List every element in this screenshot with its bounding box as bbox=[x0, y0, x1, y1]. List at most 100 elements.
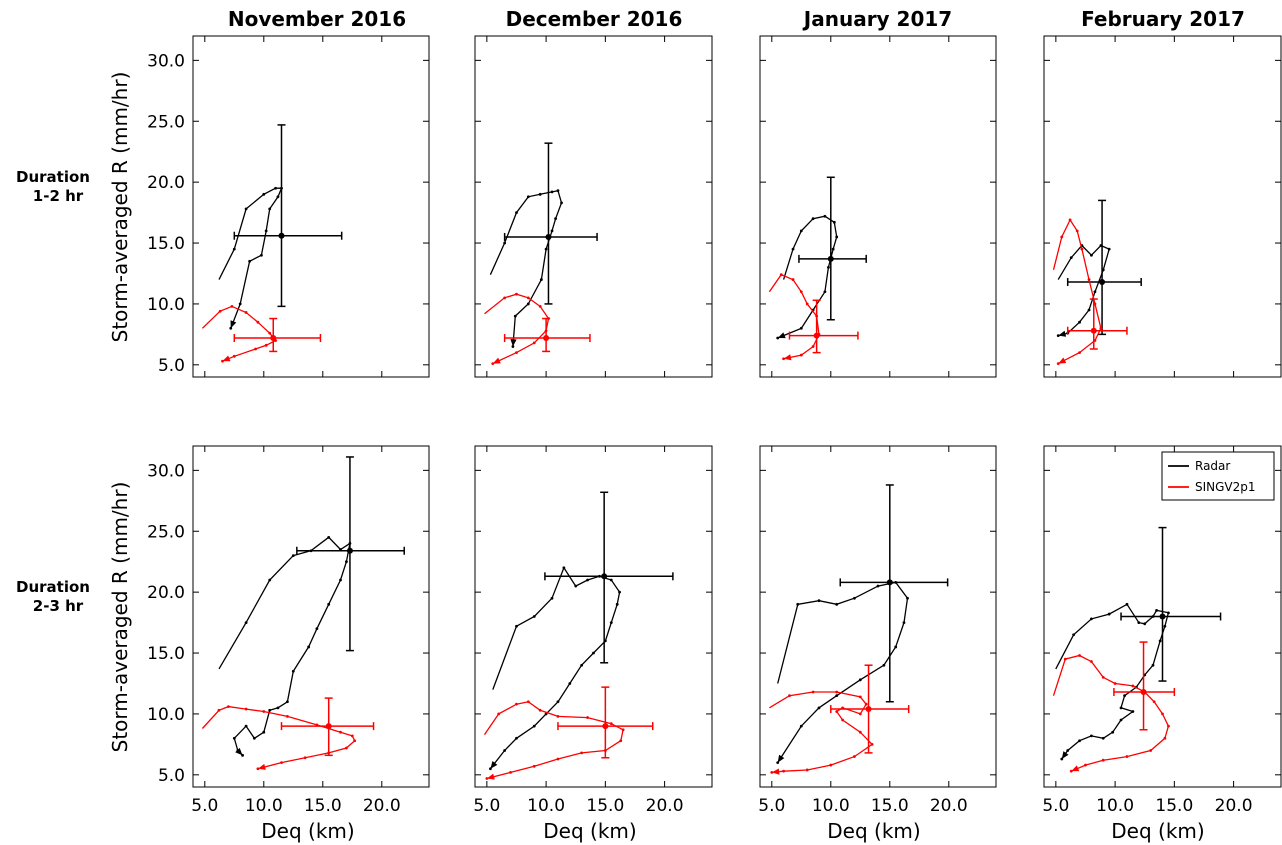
mean-marker-singv bbox=[270, 335, 277, 342]
arrow-head-singv bbox=[486, 773, 495, 780]
data-point-radar bbox=[232, 736, 236, 740]
data-point-radar bbox=[1163, 624, 1167, 628]
series-line-radar bbox=[218, 536, 351, 756]
data-point-radar bbox=[858, 678, 862, 682]
panels: 5.0 10.0 15.0 20.0 25.0 30.0 5.0 10.0 15.0 20.0 25… bbox=[147, 35, 1282, 816]
legend-label-singv: SINGV2p1 bbox=[1195, 480, 1256, 494]
mean-marker-radar bbox=[278, 232, 285, 239]
y-tick-label: 25.0 bbox=[147, 522, 185, 542]
data-point-radar bbox=[817, 706, 821, 710]
y-tick-label: 10.0 bbox=[147, 705, 185, 725]
data-point-radar bbox=[799, 326, 803, 330]
column-title-nov-2016: November 2016 bbox=[228, 7, 406, 31]
data-point-singv bbox=[811, 345, 815, 348]
data-point-radar bbox=[307, 645, 311, 649]
data-point-radar bbox=[1107, 612, 1111, 616]
data-point-radar bbox=[592, 651, 595, 655]
data-point-radar bbox=[515, 624, 518, 628]
data-point-singv bbox=[556, 757, 560, 761]
x-tick-label: 15.0 bbox=[586, 796, 624, 816]
data-point-radar bbox=[799, 724, 803, 728]
column-title-dec-2016: December 2016 bbox=[506, 7, 683, 31]
data-point-radar bbox=[339, 578, 342, 582]
arrow-head-radar bbox=[777, 754, 785, 763]
data-point-radar bbox=[1087, 308, 1091, 312]
data-point-singv bbox=[1078, 351, 1081, 355]
y-tick-label: 20.0 bbox=[147, 173, 185, 193]
arrow-head-radar bbox=[235, 747, 243, 756]
data-point-singv bbox=[1075, 229, 1079, 233]
y-tick-label: 30.0 bbox=[147, 461, 185, 481]
arrow-head-radar bbox=[1061, 751, 1069, 759]
mean-marker-radar bbox=[346, 547, 353, 554]
series-line-singv bbox=[768, 273, 820, 360]
data-point-singv bbox=[244, 311, 248, 314]
data-point-radar bbox=[550, 190, 554, 194]
data-point-radar bbox=[550, 229, 554, 233]
data-point-singv bbox=[509, 770, 512, 774]
x-tick-label: 20.0 bbox=[930, 796, 968, 816]
data-point-singv bbox=[580, 751, 584, 755]
data-point-radar bbox=[515, 736, 518, 740]
data-point-radar bbox=[268, 207, 272, 211]
data-point-radar bbox=[539, 278, 543, 281]
data-point-singv bbox=[799, 353, 803, 357]
data-point-singv bbox=[254, 347, 257, 351]
x-axis-label-col4: Deq (km) bbox=[1111, 819, 1204, 843]
data-point-radar bbox=[229, 326, 233, 330]
data-point-radar bbox=[1123, 694, 1126, 698]
panel-2 bbox=[474, 35, 713, 378]
series-line-radar bbox=[489, 189, 563, 347]
data-point-singv bbox=[1060, 235, 1064, 239]
y-tick-label: 5.0 bbox=[158, 356, 185, 376]
data-point-radar bbox=[586, 578, 589, 582]
data-point-singv bbox=[526, 296, 530, 300]
data-point-radar bbox=[1125, 602, 1129, 606]
data-point-radar bbox=[831, 247, 835, 251]
data-point-radar bbox=[1158, 639, 1162, 643]
data-point-radar bbox=[1069, 256, 1073, 260]
data-point-radar bbox=[1072, 633, 1076, 637]
series-line-radar bbox=[489, 566, 621, 770]
data-point-singv bbox=[532, 764, 536, 768]
data-point-singv bbox=[218, 309, 222, 313]
arrow-head-radar bbox=[510, 338, 517, 347]
data-point-singv bbox=[621, 728, 625, 732]
data-point-radar bbox=[503, 241, 507, 245]
data-point-radar bbox=[902, 621, 906, 624]
mean-marker-radar bbox=[886, 579, 893, 586]
data-point-singv bbox=[791, 278, 795, 281]
row-label-1-line1: Duration bbox=[16, 168, 90, 186]
data-point-singv bbox=[339, 730, 342, 734]
data-point-radar bbox=[291, 669, 295, 673]
data-point-singv bbox=[1101, 675, 1105, 679]
data-point-radar bbox=[618, 590, 621, 594]
data-point-radar bbox=[232, 247, 236, 251]
data-point-singv bbox=[788, 694, 791, 698]
data-point-radar bbox=[1167, 611, 1170, 615]
data-point-radar bbox=[1090, 253, 1093, 257]
x-tick-label: 10.0 bbox=[245, 796, 283, 816]
series-line-singv bbox=[769, 691, 874, 774]
data-point-singv bbox=[556, 714, 560, 718]
data-point-radar bbox=[532, 615, 536, 618]
mean-marker-singv bbox=[325, 723, 332, 730]
data-point-singv bbox=[268, 331, 272, 335]
data-point-singv bbox=[1113, 682, 1117, 685]
data-point-radar bbox=[853, 596, 856, 600]
data-point-singv bbox=[870, 742, 874, 746]
mean-marker-radar bbox=[1099, 279, 1106, 286]
series-line-singv bbox=[201, 305, 277, 362]
data-point-radar bbox=[799, 229, 803, 233]
data-point-radar bbox=[264, 229, 268, 233]
data-point-singv bbox=[262, 710, 266, 713]
data-point-radar bbox=[1090, 617, 1093, 621]
panel-frame bbox=[1043, 445, 1282, 788]
data-point-singv bbox=[1087, 278, 1091, 281]
data-point-radar bbox=[811, 217, 815, 221]
data-point-singv bbox=[532, 341, 536, 345]
data-point-radar bbox=[526, 302, 530, 306]
data-point-radar bbox=[268, 708, 272, 712]
row-label-1-line2: 1-2 hr bbox=[33, 187, 84, 205]
data-point-singv bbox=[1080, 247, 1084, 251]
